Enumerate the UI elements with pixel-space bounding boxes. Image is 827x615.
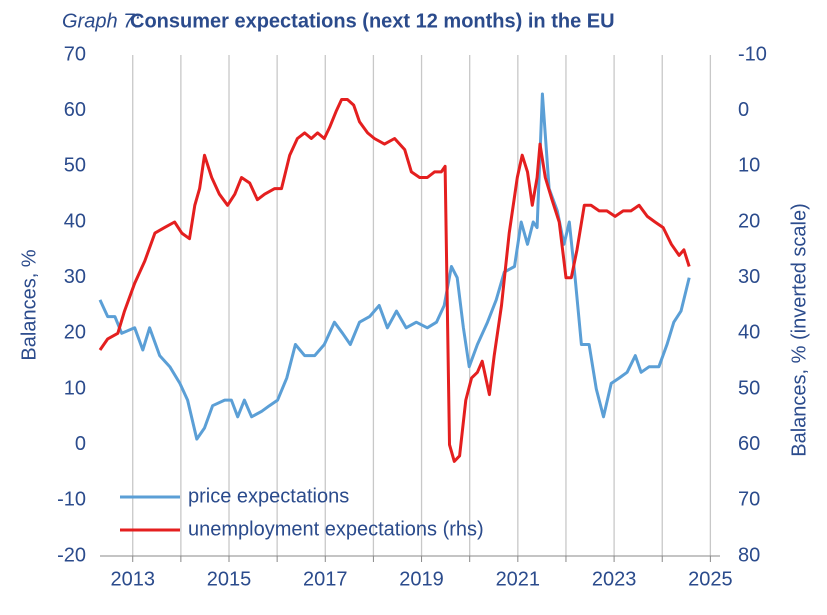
- y-tick-label: 10: [64, 377, 86, 399]
- chart-title: Consumer expectations (next 12 months) i…: [130, 10, 615, 32]
- y-tick-label: 70: [64, 43, 86, 65]
- x-tick-label: 2023: [592, 568, 637, 590]
- x-tick-label: 2017: [303, 568, 348, 590]
- y2-tick-label: 20: [738, 210, 760, 232]
- y-tick-label: -10: [57, 489, 86, 511]
- y-tick-label: -20: [57, 544, 86, 566]
- y2-tick-label: 60: [738, 433, 760, 455]
- y2-tick-label: 70: [738, 489, 760, 511]
- y2-tick-label: 10: [738, 155, 760, 177]
- y2-tick-label: 30: [738, 266, 760, 288]
- y2-tick-label: -10: [738, 43, 767, 65]
- y-tick-label: 60: [64, 99, 86, 121]
- x-tick-label: 2025: [688, 568, 733, 590]
- y2-tick-label: 40: [738, 322, 760, 344]
- y-tick-label: 50: [64, 155, 86, 177]
- y-tick-label: 30: [64, 266, 86, 288]
- x-tick-label: 2019: [399, 568, 444, 590]
- y-tick-label: 20: [64, 322, 86, 344]
- legend-label: unemployment expectations (rhs): [188, 518, 484, 540]
- x-tick-label: 2013: [110, 568, 155, 590]
- y-axis-label: Balances, %: [18, 249, 40, 360]
- x-tick-label: 2021: [496, 568, 541, 590]
- y2-tick-label: 0: [738, 99, 749, 121]
- title-label: Graph 7:: [62, 10, 140, 32]
- y2-tick-label: 50: [738, 377, 760, 399]
- y2-tick-label: 80: [738, 544, 760, 566]
- legend-label: price expectations: [188, 485, 349, 507]
- series-line: [98, 98, 691, 463]
- series-line: [98, 92, 691, 441]
- x-tick-label: 2015: [207, 568, 252, 590]
- y-tick-label: 40: [64, 210, 86, 232]
- y2-axis-label: Balances, % (inverted scale): [788, 203, 810, 456]
- y-tick-label: 0: [75, 433, 86, 455]
